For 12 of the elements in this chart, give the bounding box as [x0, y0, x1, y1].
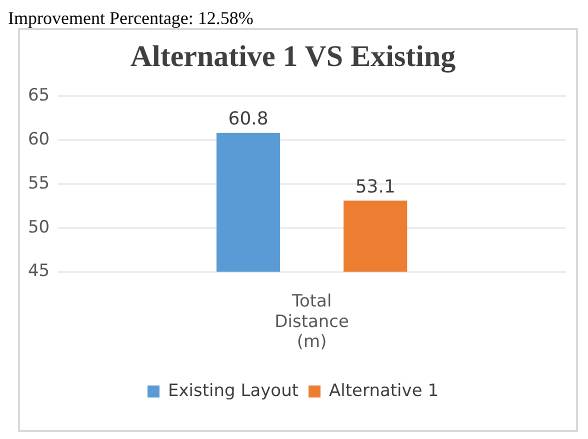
x-tick-label: Total Distance (m) [274, 291, 349, 352]
text: Improvement Percentage: 12.58% [8, 8, 254, 28]
data-label: 60.8 [228, 108, 268, 130]
data-label: 53.1 [355, 176, 396, 198]
legend-label: Alternative 1 [329, 380, 439, 401]
chart-title: Alternative 1 VS Existing [130, 40, 456, 73]
y-tick-label: 55 [28, 173, 50, 194]
y-tick-label: 45 [28, 261, 50, 282]
y-tick-label: 60 [28, 129, 50, 150]
y-tick-label: 50 [28, 217, 50, 238]
legend-label: Existing Layout [168, 380, 299, 401]
y-tick-label: 65 [28, 85, 50, 106]
